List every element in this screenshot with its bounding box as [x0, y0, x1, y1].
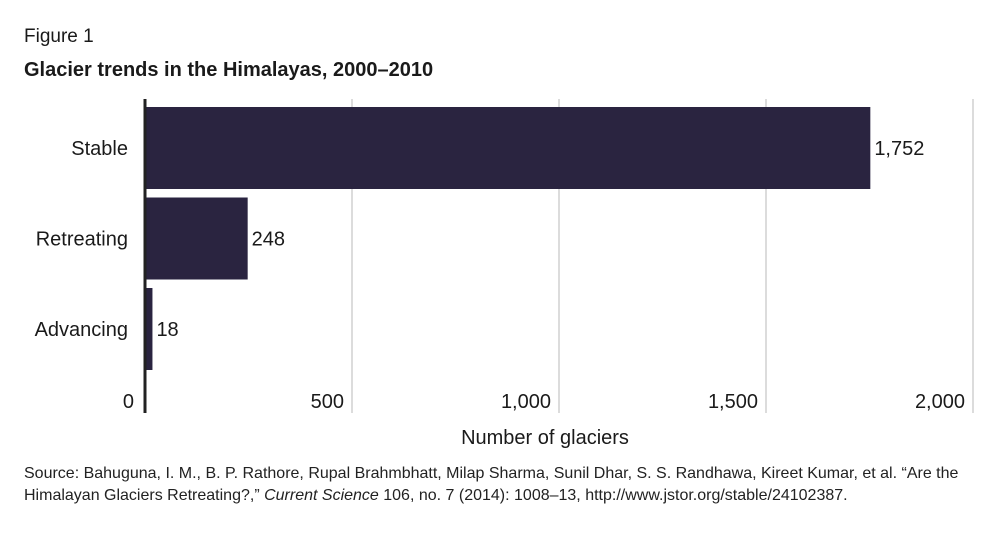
x-tick-label: 2,000 — [915, 391, 965, 413]
bar-stable — [146, 107, 871, 189]
x-tick-label: 1,500 — [708, 391, 758, 413]
x-tick-label: 500 — [311, 391, 344, 413]
category-label: Retreating — [36, 229, 128, 251]
category-label: Advancing — [35, 319, 128, 341]
source-note: Source: Bahuguna, I. M., B. P. Rathore, … — [24, 463, 984, 507]
source-journal: Current Science — [264, 487, 379, 504]
source-text: Source: Bahuguna, I. M., B. P. Rathore, … — [24, 465, 959, 504]
source-text-end: 106, no. 7 (2014): 1008–13, http://www.j… — [378, 487, 848, 504]
category-label: Stable — [71, 138, 128, 160]
x-tick-label: 1,000 — [501, 391, 551, 413]
x-axis-label: Number of glaciers — [461, 427, 629, 449]
figure-label: Figure 1 — [24, 26, 94, 47]
bar-advancing — [146, 288, 153, 370]
x-tick-label: 0 — [123, 391, 134, 413]
chart-title: Glacier trends in the Himalayas, 2000–20… — [24, 59, 434, 81]
data-label: 18 — [156, 319, 178, 341]
bar-retreating — [146, 197, 248, 280]
data-label: 248 — [252, 229, 285, 251]
data-label: 1,752 — [874, 138, 924, 160]
